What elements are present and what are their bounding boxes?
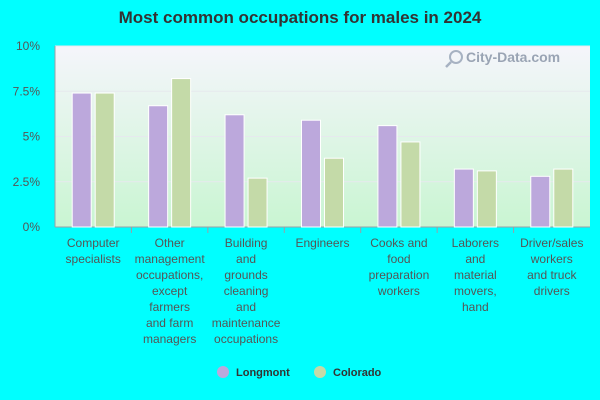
bar-longmont bbox=[453, 168, 474, 228]
y-tick-label: 0% bbox=[23, 220, 41, 234]
legend-swatch-longmont bbox=[217, 366, 229, 378]
x-tick-label: Other management occupations, except farmers… bbox=[135, 236, 206, 346]
x-tick-label: Laborers and material movers, hand bbox=[452, 236, 499, 314]
y-tick-label: 7.5% bbox=[13, 84, 41, 98]
magnifier-icon bbox=[445, 50, 463, 68]
legend-label-longmont: Longmont bbox=[236, 367, 290, 379]
bar-colorado bbox=[400, 141, 421, 228]
y-tick-label: 5% bbox=[23, 130, 41, 144]
x-tick-label: Building and grounds cleaning and maintenance… bbox=[212, 236, 281, 346]
x-tick-label: Cooks and food preparation workers bbox=[369, 236, 430, 298]
gridlines bbox=[55, 45, 590, 183]
legend-label-colorado: Colorado bbox=[333, 367, 382, 379]
chart-title: Most common occupations for males in 202… bbox=[118, 8, 482, 27]
bar-longmont bbox=[224, 114, 245, 228]
bar-longmont bbox=[71, 92, 92, 228]
x-tick-label: Computer specialists bbox=[66, 236, 121, 266]
watermark: City-Data.com bbox=[445, 49, 560, 68]
x-axis-labels: Computer specialists Other management occupa… bbox=[66, 236, 584, 346]
legend-swatch-colorado bbox=[314, 366, 326, 378]
x-tick-label: Driver/sales workers and truck drivers bbox=[520, 236, 583, 298]
watermark-text: City-Data.com bbox=[466, 49, 560, 65]
bar-colorado bbox=[171, 78, 192, 228]
bar-longmont bbox=[377, 125, 398, 228]
bar-longmont bbox=[530, 175, 551, 228]
legend: Longmont Colorado bbox=[217, 366, 382, 379]
bar-colorado bbox=[553, 168, 574, 228]
bar-colorado bbox=[94, 92, 115, 228]
bar-colorado bbox=[247, 177, 268, 228]
bar-longmont bbox=[148, 105, 169, 228]
bars bbox=[71, 78, 574, 228]
x-tick-label: Engineers bbox=[295, 236, 349, 250]
bar-longmont bbox=[301, 119, 321, 228]
bar-colorado bbox=[324, 157, 344, 228]
y-tick-label: 10% bbox=[16, 39, 40, 53]
y-tick-label: 2.5% bbox=[13, 175, 41, 189]
bar-colorado bbox=[476, 170, 497, 228]
y-axis: 0% 2.5% 5% 7.5% 10% bbox=[13, 39, 590, 234]
